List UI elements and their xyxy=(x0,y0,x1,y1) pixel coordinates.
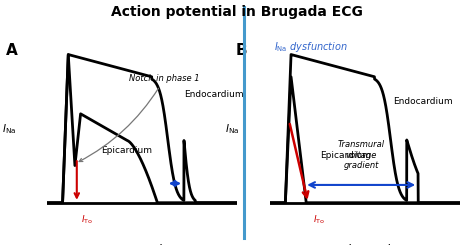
Text: Notch in phase 1: Notch in phase 1 xyxy=(79,74,200,161)
Text: Normal: Normal xyxy=(121,244,164,245)
Text: Transmural
voltage
gradient: Transmural voltage gradient xyxy=(337,140,385,170)
Text: $I_{\mathrm{Na}}$: $I_{\mathrm{Na}}$ xyxy=(2,122,17,135)
Text: Brugada syndrome: Brugada syndrome xyxy=(309,244,421,245)
Text: Epicardium: Epicardium xyxy=(101,146,153,155)
Text: $I_{\mathrm{Na}}$ dysfunction: $I_{\mathrm{Na}}$ dysfunction xyxy=(274,40,348,54)
Text: Endocardium: Endocardium xyxy=(393,98,453,106)
Text: $I_{\mathrm{To}}$: $I_{\mathrm{To}}$ xyxy=(81,213,93,226)
Text: Epicardium: Epicardium xyxy=(320,151,372,160)
Text: $I_{\mathrm{To}}$: $I_{\mathrm{To}}$ xyxy=(313,213,325,226)
Text: $I_{\mathrm{Na}}$: $I_{\mathrm{Na}}$ xyxy=(225,122,239,135)
Text: A: A xyxy=(6,43,18,58)
Text: Action potential in Brugada ECG: Action potential in Brugada ECG xyxy=(111,5,363,19)
Text: B: B xyxy=(236,43,248,58)
Text: Endocardium: Endocardium xyxy=(184,90,244,99)
